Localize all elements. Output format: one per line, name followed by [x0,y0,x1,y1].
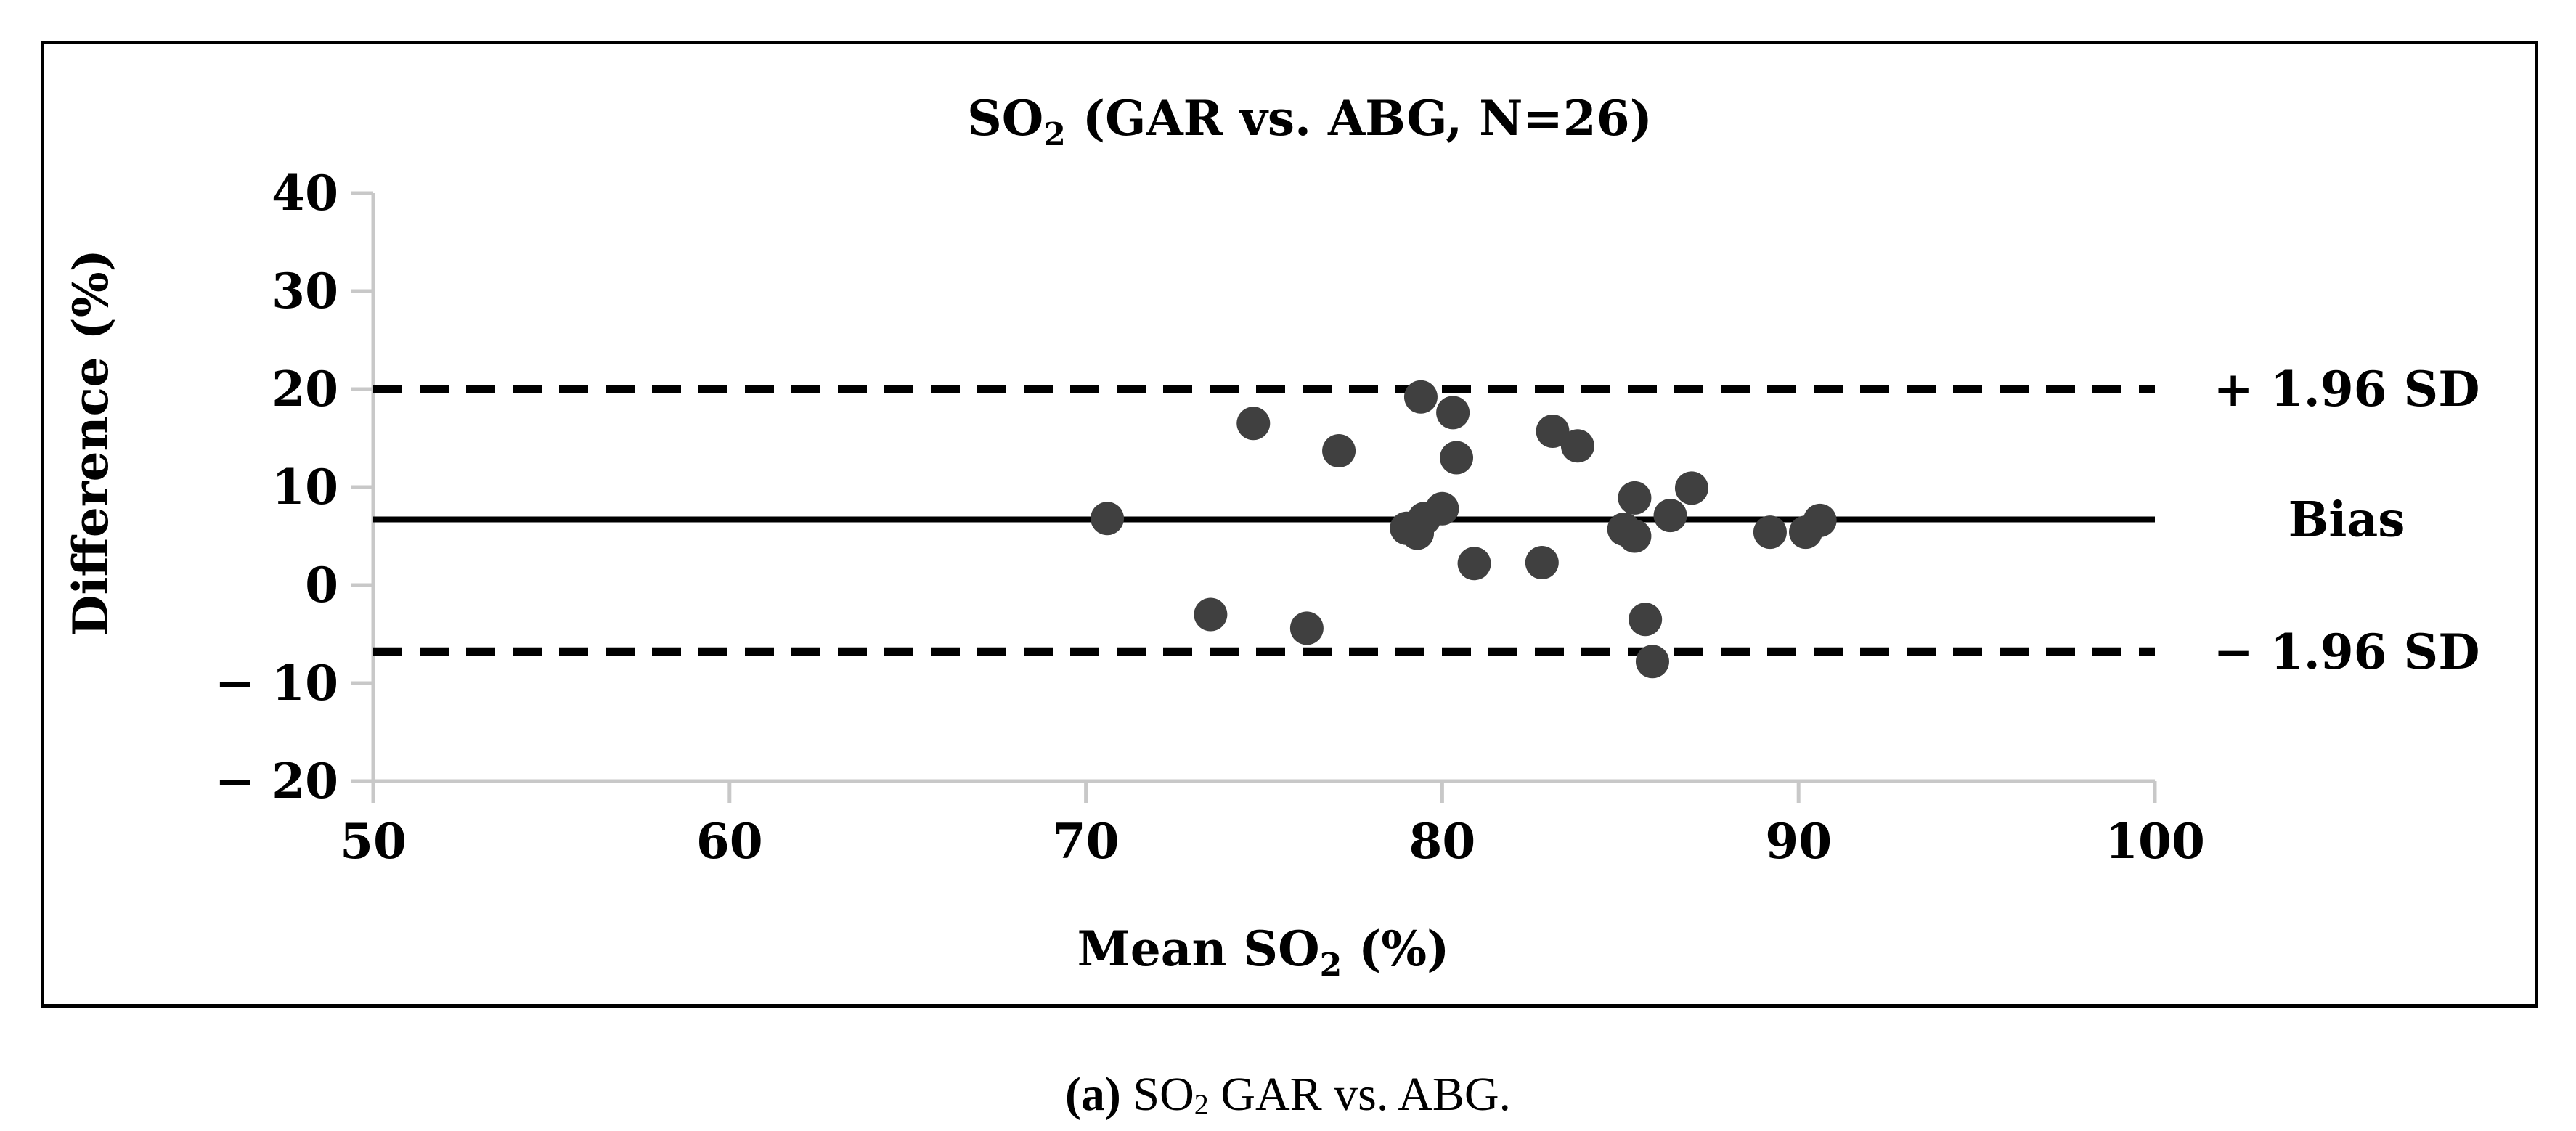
caption-text: SO [1120,1068,1194,1121]
data-point [1457,547,1491,581]
data-point [1629,603,1663,637]
axes [371,193,2155,783]
reference-lines: + 1.96 SD Bias − 1.96 SD [373,361,2479,680]
x-tick-label: 70 [1053,813,1120,870]
data-point [1618,519,1652,553]
data-point [1236,407,1271,441]
data-point [1753,515,1787,550]
data-point [1194,597,1228,632]
x-tick-label: 50 [340,813,407,870]
data-point [1618,481,1652,515]
y-tick-label: 30 [272,263,338,319]
y-tick-label: − 10 [215,655,338,711]
chart-frame [41,41,2538,1008]
y-tick-label: − 20 [215,753,338,809]
x-tick-label: 80 [1409,813,1475,870]
data-point [1635,645,1669,679]
data-point [1091,502,1125,536]
figure-caption: (a) SO2 GAR vs. ABG. [0,1067,2576,1122]
x-axis-label: Mean SO2 (%) [1077,920,1450,984]
data-point [1536,415,1570,449]
y-tick-label: 10 [272,459,338,515]
x-axis-ticks: 50 60 70 80 90 100 [340,781,2205,870]
caption-subscript: 2 [1194,1088,1209,1121]
x-tick-label: 90 [1765,813,1832,870]
data-point [1436,396,1470,430]
data-point [1322,434,1356,468]
data-point [1425,491,1459,526]
data-point [1403,380,1438,414]
upper-loa-label: + 1.96 SD [2214,361,2480,417]
data-point [1674,471,1708,505]
data-point [1289,611,1324,645]
y-tick-label: 20 [272,361,338,417]
caption-label: (a) [1064,1068,1121,1121]
data-point [1440,441,1474,475]
x-tick-label: 60 [696,813,763,870]
y-axis-label: Difference (%) [62,249,119,637]
y-tick-label: 0 [305,557,338,613]
caption-text-rest: GAR vs. ABG. [1208,1068,1512,1121]
bias-label: Bias [2288,491,2405,548]
x-tick-label: 100 [2105,813,2205,870]
y-axis-ticks: 40 30 20 10 0 − 10 − 20 [215,165,373,809]
chart-title: SO2 (GAR vs. ABG, N=26) [967,90,1652,153]
y-tick-label: 40 [272,165,338,221]
data-point [1653,499,1687,533]
data-points [1091,380,1837,679]
data-point [1560,429,1594,463]
data-point [1525,545,1559,579]
data-point [1803,503,1837,537]
lower-loa-label: − 1.96 SD [2214,624,2480,680]
